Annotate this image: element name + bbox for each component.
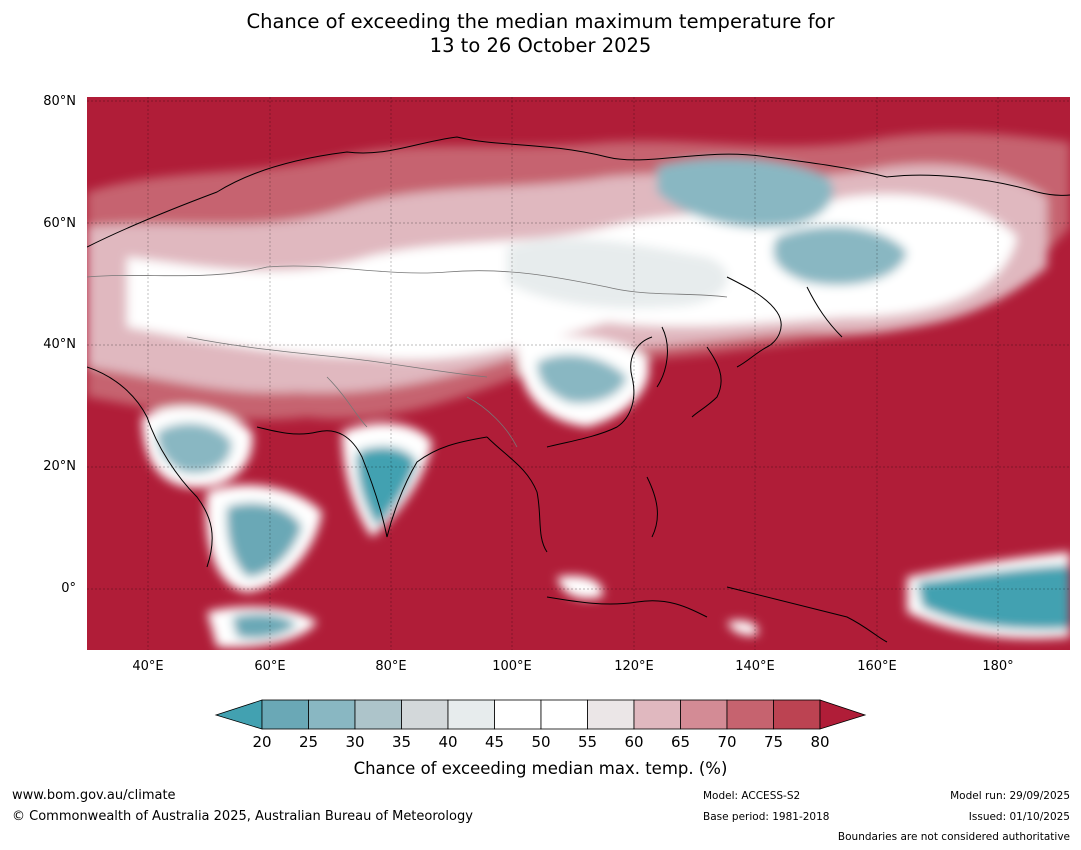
colorbar-tick-30: 30 <box>345 733 365 751</box>
probability-field <box>87 132 1070 648</box>
colorbar-tick-35: 35 <box>391 733 412 751</box>
colorbar-tick-65: 65 <box>670 733 691 751</box>
colorbar-tick-75: 75 <box>763 733 784 751</box>
colorbar-tick-55: 55 <box>577 733 598 751</box>
colorbar-segment-25-30 <box>308 699 356 730</box>
colorbar-title: Chance of exceeding median max. temp. (%… <box>353 759 728 778</box>
colorbar-segment-50-55 <box>540 699 588 730</box>
lon-label-160e: 160°E <box>857 659 897 674</box>
colorbar-segment-low-extend <box>214 699 263 730</box>
colorbar-tick-60: 60 <box>624 733 644 751</box>
lat-label-40n: 40°N <box>43 337 76 352</box>
lat-label-80n: 80°N <box>43 94 76 109</box>
graticule <box>87 97 1070 650</box>
colorbar-segment-60-65 <box>633 699 681 730</box>
map-graphic <box>87 97 1070 650</box>
lon-label-180: 180° <box>982 659 1014 674</box>
lon-label-60e: 60°E <box>254 659 286 674</box>
website-link[interactable]: www.bom.gov.au/climate <box>12 788 176 803</box>
model-text: Model: ACCESS-S2 <box>703 790 801 802</box>
lon-label-140e: 140°E <box>735 659 775 674</box>
colorbar-segment-65-70 <box>680 699 728 730</box>
colorbar-segment-30-35 <box>354 699 402 730</box>
base-period-text: Base period: 1981-2018 <box>703 811 830 823</box>
colorbar-segment-high-extend <box>819 699 867 730</box>
lat-label-20n: 20°N <box>43 459 76 474</box>
colorbar-segment-45-50 <box>494 699 542 730</box>
lon-label-80e: 80°E <box>375 659 407 674</box>
lon-label-40e: 40°E <box>132 659 164 674</box>
colorbar <box>214 699 867 730</box>
lat-label-0: 0° <box>61 581 76 596</box>
country-borders <box>87 265 728 448</box>
colorbar-tick-40: 40 <box>438 733 458 751</box>
colorbar-tick-80: 80 <box>810 733 830 751</box>
issued-text: Issued: 01/10/2025 <box>968 811 1070 823</box>
disclaimer-text: Boundaries are not considered authoritat… <box>837 831 1070 843</box>
lon-label-100e: 100°E <box>492 659 532 674</box>
forecast-map <box>87 97 1070 650</box>
colorbar-segment-55-60 <box>587 699 635 730</box>
lat-label-60n: 60°N <box>43 216 76 231</box>
chart-title: Chance of exceeding the median maximum t… <box>0 10 1081 58</box>
colorbar-segment-20-25 <box>261 699 309 730</box>
colorbar-tick-50: 50 <box>531 733 551 751</box>
colorbar-segment-40-45 <box>447 699 495 730</box>
title-line-2: 13 to 26 October 2025 <box>429 34 652 57</box>
colorbar-segment-35-40 <box>401 699 449 730</box>
colorbar-tick-70: 70 <box>717 733 737 751</box>
lon-label-120e: 120°E <box>614 659 654 674</box>
colorbar-segment-75-80 <box>773 699 821 730</box>
model-run-text: Model run: 29/09/2025 <box>950 790 1070 802</box>
copyright-text: © Commonwealth of Australia 2025, Austra… <box>12 809 473 824</box>
title-line-1: Chance of exceeding the median maximum t… <box>246 10 835 33</box>
colorbar-tick-20: 20 <box>252 733 272 751</box>
coastlines <box>87 136 1070 643</box>
colorbar-tick-25: 25 <box>298 733 319 751</box>
colorbar-tick-45: 45 <box>484 733 505 751</box>
colorbar-segment-70-75 <box>726 699 774 730</box>
